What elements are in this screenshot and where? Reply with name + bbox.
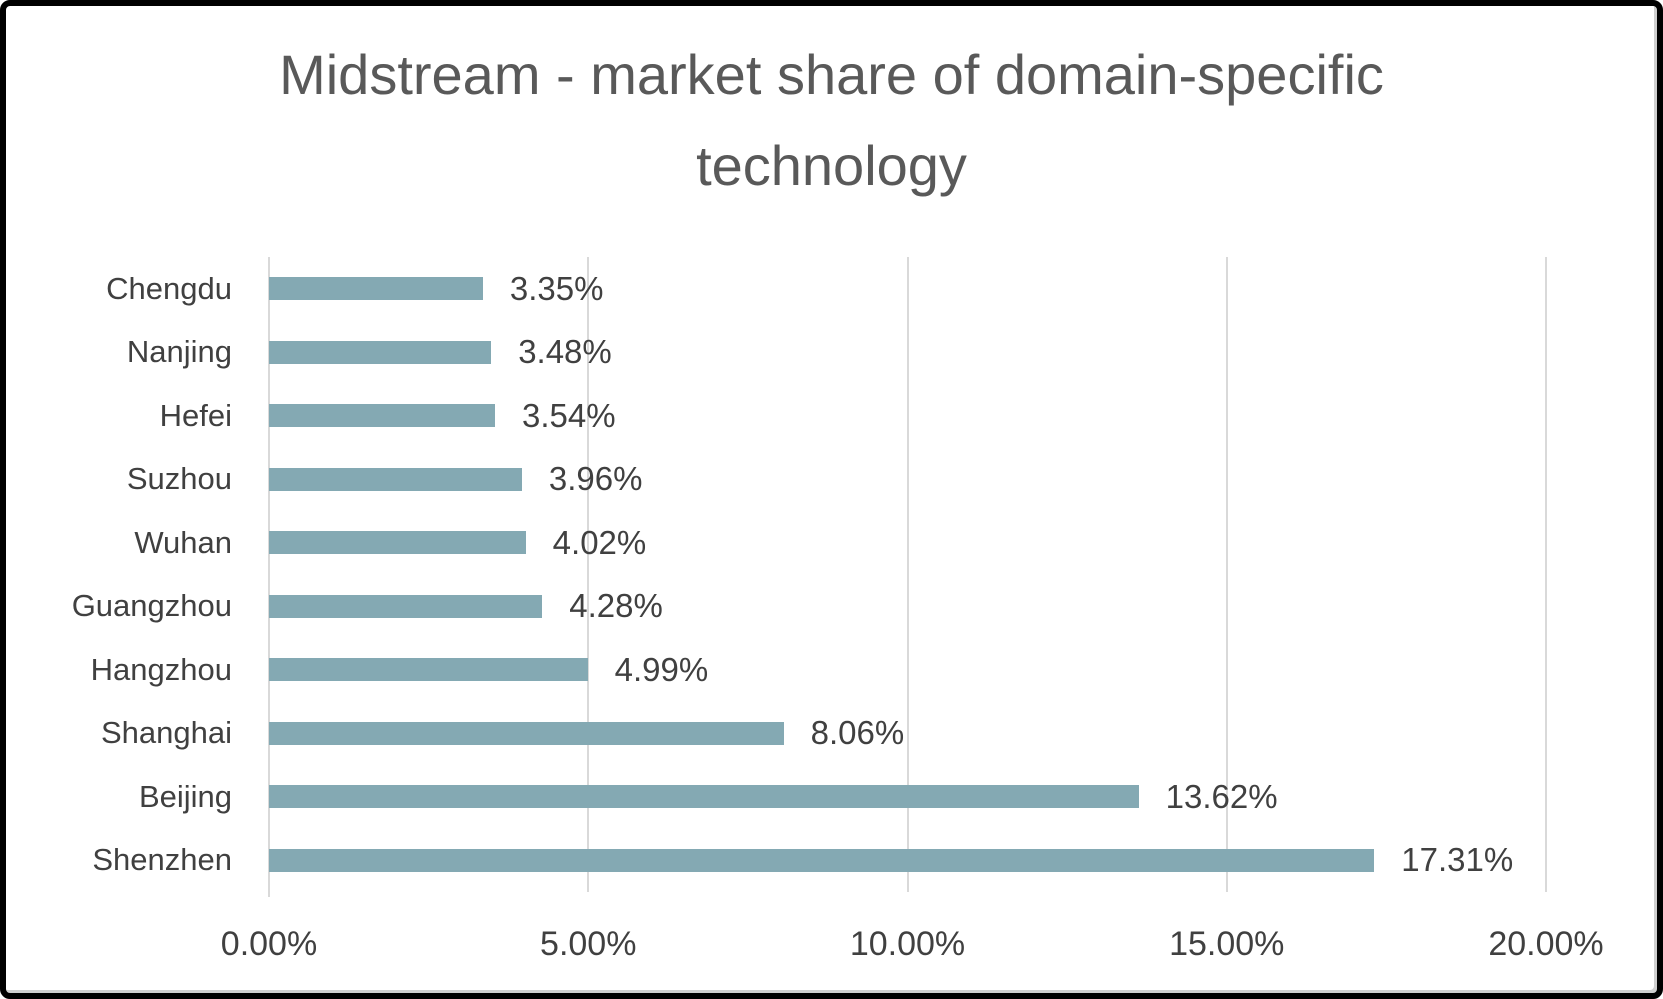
value-label: 3.96% [548,460,643,497]
gridline [1225,257,1228,892]
category-label: Chengdu [106,270,232,306]
value-label: 4.28% [569,587,663,624]
value-label: 3.35% [509,269,604,307]
bar [269,658,588,681]
value-label: 8.06% [810,714,905,751]
gridline [1545,257,1547,892]
bar [269,721,784,745]
gridline [587,257,590,892]
bar [269,340,492,364]
category-label: Suzhou [126,461,232,497]
value-label: 3.54% [522,396,616,434]
bar [269,848,1375,872]
bar-row: 4.28% [269,575,1546,639]
bar-row: 4.99% [269,638,1546,702]
value-label: 3.48% [518,333,612,370]
bar [269,531,526,554]
x-axis-tick-label: 5.00% [540,925,637,963]
bar-row: 8.06% [269,702,1546,766]
category-label: Nanjing [126,334,232,370]
gridline [906,257,909,892]
category-label: Wuhan [134,524,232,560]
x-axis-tick-label: 10.00% [849,925,966,963]
bar-row: 3.48% [269,321,1546,385]
chart-title: Midstream - market share of domain-speci… [279,43,1384,197]
x-axis: 0.00% 5.00% 10.00% 15.00% 20.00% [221,918,1604,970]
bar [269,404,496,427]
bar-row: 4.02% [269,511,1546,575]
category-label: Shanghai [100,715,232,751]
category-label: Hangzhou [90,651,232,687]
x-axis-tick-label: 20.00% [1488,925,1604,963]
bar-row: 17.31% [269,829,1546,893]
bar-row: 3.96% [269,448,1546,512]
value-label: 17.31% [1401,841,1514,878]
value-label: 4.02% [552,523,647,561]
bar-row: 3.54% [269,384,1546,448]
category-label: Hefei [159,397,232,433]
category-label: Shenzhen [92,842,232,878]
x-axis-tick-label: 15.00% [1169,925,1285,963]
x-axis-tick-label: 0.00% [220,925,318,963]
value-label: 13.62% [1165,777,1278,815]
category-axis: Chengdu Nanjing Hefei Suzhou Wuhan Guangzhou H… [36,257,232,892]
bar-row: 13.62% [269,765,1546,829]
bar [269,467,522,491]
bar [269,594,543,618]
bar [269,785,1139,808]
category-label: Beijing [138,778,232,814]
y-axis-line [268,257,270,897]
bar-row: 3.35% [269,257,1546,321]
plot-area: 3.35% 3.48% 3.54% 3.96% 4.02% 4.28% 4.99% 8.06%… [268,257,1547,897]
category-label: Guangzhou [71,588,232,624]
value-label: 4.99% [614,650,709,688]
bar [269,277,483,300]
